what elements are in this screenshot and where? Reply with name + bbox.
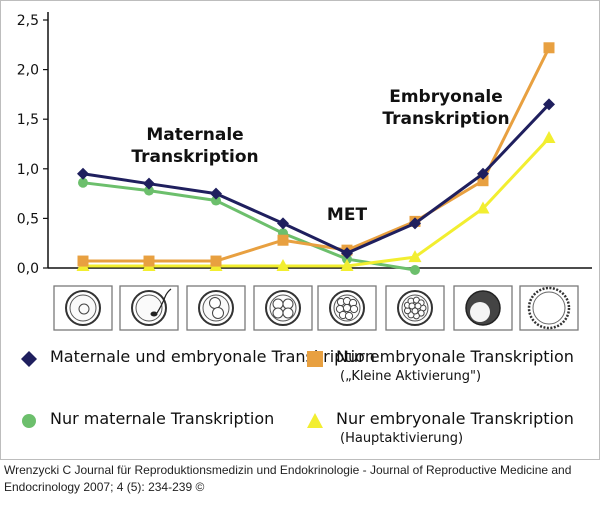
blastomere: [272, 307, 284, 319]
annotations: MaternaleTranskriptionMETEmbryonaleTrans…: [131, 87, 509, 225]
blastomere: [414, 302, 422, 310]
legend-label: Nur embryonale Transkription: [336, 347, 574, 366]
blastomere: [342, 303, 352, 313]
legend-item-embryonic-major: Nur embryonale Transkription (Hauptaktivi…: [306, 408, 574, 448]
y-tick-label: 1,0: [17, 162, 39, 178]
data-point: [408, 250, 422, 263]
two-cell-icon: [186, 285, 246, 331]
data-point: [410, 264, 420, 275]
series-line: [82, 103, 551, 255]
triangle-marker-icon: [307, 413, 323, 428]
series-triangle: [76, 131, 556, 272]
data-point: [276, 259, 290, 272]
legend-item-embryonic-minor: Nur embryonale Transkription („Kleine Akt…: [306, 346, 574, 386]
y-ticks: 0,0 0,5 1,0 1,5 2,0 2,5: [17, 13, 48, 277]
zygote-icon: [53, 285, 113, 331]
pronucleus: [78, 303, 90, 315]
blastocoel: [470, 302, 490, 322]
legend-item-maternal-embryonic: Maternale und embryonale Transkription: [20, 346, 375, 368]
legend: Maternale und embryonale Transkription N…: [0, 340, 600, 460]
data-point: [476, 201, 490, 214]
source-caption: Wrenzycki C Journal für Reproduktionsmed…: [4, 463, 572, 494]
data-point: [409, 217, 421, 230]
data-point: [77, 167, 89, 180]
circle-marker-icon: [22, 414, 36, 428]
data-point: [143, 255, 155, 267]
legend-note: („Kleine Aktivierung"): [340, 369, 482, 384]
sperm-head: [150, 311, 158, 317]
zygote-sperm-icon: [119, 285, 179, 331]
cell-membrane: [135, 294, 163, 322]
y-tick-label: 0,5: [17, 211, 39, 227]
legend-item-maternal-only: Nur maternale Transkription: [20, 408, 274, 430]
y-tick-label: 1,5: [17, 112, 39, 128]
data-point: [211, 195, 221, 206]
y-tick-label: 2,5: [17, 13, 39, 29]
annotation-text: Transkription: [382, 109, 509, 129]
square-marker-icon: [307, 351, 323, 367]
annotation-text: Embryonale: [389, 87, 503, 107]
series-line: [83, 137, 551, 268]
chart-axes: [47, 12, 592, 269]
annotation-text: MET: [327, 205, 368, 225]
series-line: [82, 181, 416, 272]
line-chart: 0,00,51,01,52,02,5 MaternaleTranskriptio…: [17, 12, 592, 331]
data-point: [543, 98, 555, 111]
blastomere: [349, 304, 359, 314]
chart-figure: 0,0 0,5 1,0 1,5 2,0 2,5 Maternale Transkriptio…: [0, 0, 600, 460]
data-point: [477, 167, 489, 180]
morula-icon: [385, 285, 445, 331]
data-point: [143, 177, 155, 190]
y-tick-label: 2,0: [17, 63, 39, 79]
expanded-blastocyst-icon: [519, 285, 579, 331]
data-point: [477, 175, 489, 187]
data-point: [78, 177, 88, 188]
blastomere: [209, 297, 221, 309]
blastomere: [212, 307, 224, 319]
legend-label: Nur embryonale Transkription: [336, 409, 574, 428]
series-diamond: [77, 98, 555, 260]
data-point: [341, 247, 353, 260]
data-point: [210, 255, 222, 267]
data-point: [277, 217, 289, 230]
eight-cell-icon: [317, 285, 377, 331]
sperm-tail: [156, 288, 172, 314]
y-tick-label: 0,0: [17, 261, 39, 277]
legend-note: (Hauptaktivierung): [340, 431, 464, 446]
embryo-stage-icons: [53, 285, 579, 331]
cell-membrane: [69, 294, 97, 322]
data-point: [77, 255, 89, 267]
blastomere: [344, 311, 354, 321]
legend-label: Nur maternale Transkription: [50, 409, 275, 428]
data-point: [340, 259, 354, 272]
data-point: [144, 185, 154, 196]
blastomere: [411, 307, 419, 315]
diamond-marker-icon: [21, 351, 37, 367]
annotation-text: Maternale: [146, 125, 243, 145]
four-cell-icon: [253, 285, 313, 331]
legend-label: Maternale und embryonale Transkription: [50, 347, 375, 366]
series-line: [83, 47, 551, 263]
annotation-text: Transkription: [131, 147, 258, 167]
data-point: [543, 42, 555, 54]
data-point: [542, 131, 556, 144]
inner-ring: [532, 291, 566, 325]
blastomere: [282, 307, 294, 319]
data-point: [210, 187, 222, 200]
series-layer: [76, 42, 556, 275]
blastocyst-icon: [453, 285, 513, 331]
cell-membrane: [269, 294, 297, 322]
data-point: [277, 234, 289, 246]
